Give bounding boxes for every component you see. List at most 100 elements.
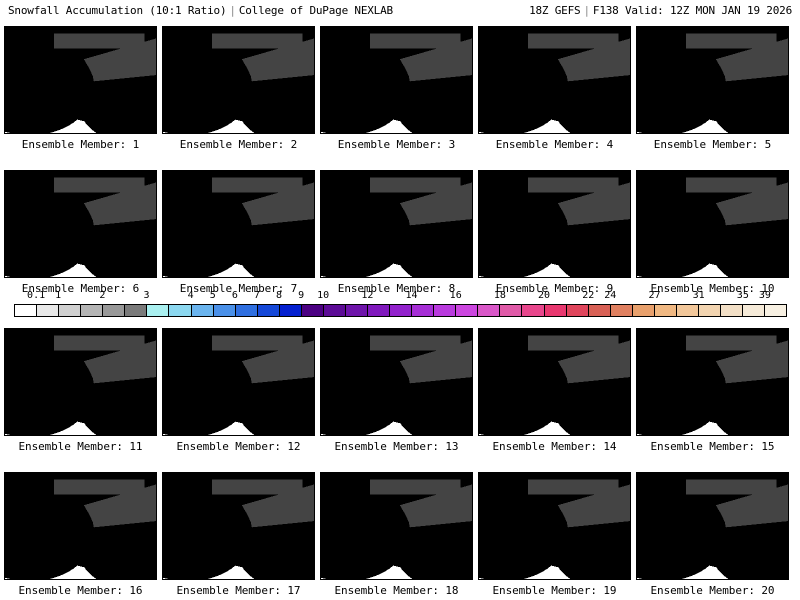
colorbar-swatch-4: [103, 305, 126, 316]
colorbar-swatch-33: [743, 305, 766, 316]
colorbar-swatch-12: [279, 305, 302, 316]
snowfall-map-19[interactable]: [478, 472, 631, 580]
ensemble-panel-10[interactable]: Ensemble Member: 10: [636, 170, 789, 298]
colorbar-swatch-10: [235, 305, 258, 316]
colorbar-tick-2: 2: [99, 290, 106, 301]
snowfall-map-1[interactable]: [4, 26, 157, 134]
colorbar-swatch-8: [191, 305, 214, 316]
colorbar-swatch-31: [698, 305, 721, 316]
ensemble-panel-14[interactable]: Ensemble Member: 14: [478, 328, 631, 456]
ensemble-panel-6[interactable]: Ensemble Member: 6: [4, 170, 157, 298]
snowfall-colorbar: [14, 304, 787, 317]
colorbar-tick-0.1: 0.1: [27, 290, 46, 301]
snowfall-map-14[interactable]: [478, 328, 631, 436]
ensemble-panel-4[interactable]: Ensemble Member: 4: [478, 26, 631, 154]
snowfall-map-2[interactable]: [162, 26, 315, 134]
colorbar-swatch-18: [412, 305, 435, 316]
snowfall-map-17[interactable]: [162, 472, 315, 580]
panel-caption-7: Ensemble Member: 7: [179, 282, 298, 295]
panel-caption-1: Ensemble Member: 1: [21, 138, 140, 151]
model-run: 18Z GEFS: [529, 4, 581, 17]
panel-caption-11: Ensemble Member: 11: [18, 440, 143, 453]
panel-caption-2: Ensemble Member: 2: [179, 138, 298, 151]
ensemble-panel-18[interactable]: Ensemble Member: 18: [320, 472, 473, 600]
colorbar-tick-8: 8: [276, 290, 283, 301]
header-separator: |: [229, 4, 236, 17]
colorbar-tick-39: 39: [758, 290, 771, 301]
ensemble-panel-16[interactable]: Ensemble Member: 16: [4, 472, 157, 600]
snowfall-map-8[interactable]: [320, 170, 473, 278]
colorbar-swatch-14: [323, 305, 346, 316]
colorbar-tick-27: 27: [648, 290, 661, 301]
colorbar-tick-35: 35: [736, 290, 749, 301]
colorbar-tick-31: 31: [692, 290, 705, 301]
colorbar-swatch-34: [765, 305, 787, 316]
ensemble-panel-3[interactable]: Ensemble Member: 3: [320, 26, 473, 154]
colorbar-tick-12: 12: [361, 290, 374, 301]
ensemble-panel-17[interactable]: Ensemble Member: 17: [162, 472, 315, 600]
snowfall-map-6[interactable]: [4, 170, 157, 278]
ensemble-panel-11[interactable]: Ensemble Member: 11: [4, 328, 157, 456]
colorbar-swatch-16: [368, 305, 391, 316]
colorbar-swatch-2: [59, 305, 82, 316]
colorbar-tick-4: 4: [187, 290, 194, 301]
snowfall-map-3[interactable]: [320, 26, 473, 134]
panel-caption-14: Ensemble Member: 14: [492, 440, 617, 453]
colorbar-swatches: [14, 304, 787, 317]
ensemble-panel-19[interactable]: Ensemble Member: 19: [478, 472, 631, 600]
colorbar-swatch-32: [721, 305, 744, 316]
colorbar-swatch-27: [610, 305, 633, 316]
panel-caption-6: Ensemble Member: 6: [21, 282, 140, 295]
snowfall-map-15[interactable]: [636, 328, 789, 436]
panel-caption-19: Ensemble Member: 19: [492, 584, 617, 597]
colorbar-tick-1: 1: [55, 290, 62, 301]
colorbar-tick-9: 9: [298, 290, 305, 301]
snowfall-map-7[interactable]: [162, 170, 315, 278]
ensemble-panel-13[interactable]: Ensemble Member: 13: [320, 328, 473, 456]
snowfall-map-11[interactable]: [4, 328, 157, 436]
panel-caption-15: Ensemble Member: 15: [650, 440, 775, 453]
panel-caption-3: Ensemble Member: 3: [337, 138, 456, 151]
ensemble-panel-5[interactable]: Ensemble Member: 5: [636, 26, 789, 154]
panel-caption-4: Ensemble Member: 4: [495, 138, 614, 151]
colorbar-tick-22: 22: [582, 290, 595, 301]
ensemble-panel-9[interactable]: Ensemble Member: 9: [478, 170, 631, 298]
colorbar-swatch-5: [125, 305, 148, 316]
ensemble-panel-1[interactable]: Ensemble Member: 1: [4, 26, 157, 154]
colorbar-tick-16: 16: [449, 290, 462, 301]
snowfall-map-16[interactable]: [4, 472, 157, 580]
snowfall-map-18[interactable]: [320, 472, 473, 580]
header-left: Snowfall Accumulation (10:1 Ratio) | Colle…: [8, 4, 393, 17]
ensemble-panel-12[interactable]: Ensemble Member: 12: [162, 328, 315, 456]
figure-title: Snowfall Accumulation (10:1 Ratio): [8, 4, 227, 17]
colorbar-tick-3: 3: [143, 290, 150, 301]
ensemble-panel-20[interactable]: Ensemble Member: 20: [636, 472, 789, 600]
colorbar-tick-7: 7: [253, 290, 260, 301]
header-right: 18Z GEFS | F138 Valid: 12Z MON JAN 19 2026: [529, 4, 792, 17]
colorbar-swatch-25: [566, 305, 589, 316]
snowfall-map-13[interactable]: [320, 328, 473, 436]
colorbar-swatch-29: [654, 305, 677, 316]
snowfall-map-5[interactable]: [636, 26, 789, 134]
colorbar-swatch-28: [632, 305, 655, 316]
panel-caption-13: Ensemble Member: 13: [334, 440, 459, 453]
ensemble-panel-2[interactable]: Ensemble Member: 2: [162, 26, 315, 154]
panel-caption-16: Ensemble Member: 16: [18, 584, 143, 597]
colorbar-tick-20: 20: [538, 290, 551, 301]
snowfall-map-20[interactable]: [636, 472, 789, 580]
ensemble-panel-8[interactable]: Ensemble Member: 8: [320, 170, 473, 298]
panel-caption-20: Ensemble Member: 20: [650, 584, 775, 597]
ensemble-panel-15[interactable]: Ensemble Member: 15: [636, 328, 789, 456]
colorbar-swatch-3: [81, 305, 104, 316]
snowfall-map-4[interactable]: [478, 26, 631, 134]
snowfall-map-12[interactable]: [162, 328, 315, 436]
panel-caption-5: Ensemble Member: 5: [653, 138, 772, 151]
header-separator-2: |: [583, 4, 590, 17]
ensemble-panel-7[interactable]: Ensemble Member: 7: [162, 170, 315, 298]
data-source: College of DuPage NEXLAB: [238, 4, 393, 17]
snowfall-map-10[interactable]: [636, 170, 789, 278]
snowfall-map-9[interactable]: [478, 170, 631, 278]
colorbar-swatch-13: [301, 305, 324, 316]
colorbar-tick-18: 18: [493, 290, 506, 301]
